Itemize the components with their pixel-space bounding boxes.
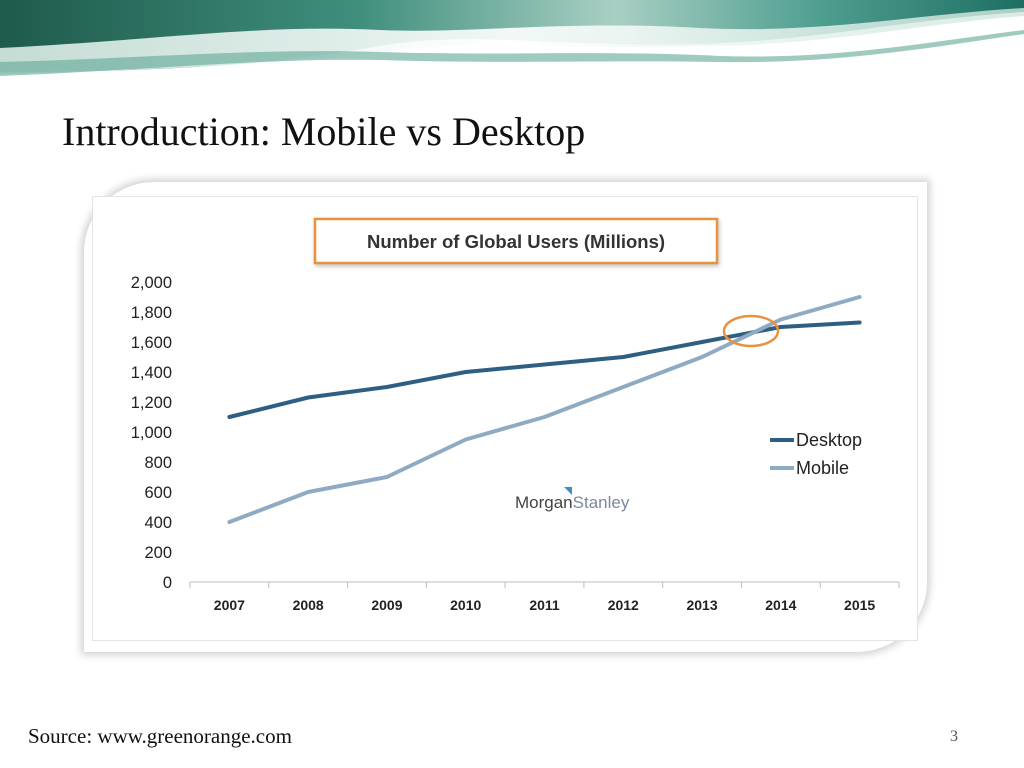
x-tick-label: 2014 xyxy=(765,597,796,613)
x-tick-label: 2013 xyxy=(686,597,717,613)
legend-label-desktop: Desktop xyxy=(796,430,862,450)
x-tick-label: 2008 xyxy=(293,597,324,613)
y-tick-label: 200 xyxy=(144,544,172,562)
y-tick-label: 2,000 xyxy=(131,274,172,292)
x-tick-label: 2009 xyxy=(371,597,402,613)
slide-title: Introduction: Mobile vs Desktop xyxy=(62,109,586,154)
y-tick-label: 800 xyxy=(144,454,172,472)
svg-text:MorganStanley: MorganStanley xyxy=(515,493,630,512)
x-tick-label: 2007 xyxy=(214,597,245,613)
y-tick-label: 1,600 xyxy=(131,334,172,352)
slide-number: 3 xyxy=(950,728,958,745)
legend-label-mobile: Mobile xyxy=(796,458,849,478)
header-wave-banner xyxy=(0,0,1024,76)
y-tick-label: 600 xyxy=(144,484,172,502)
series-line-desktop xyxy=(227,320,862,419)
y-tick-label: 1,000 xyxy=(131,424,172,442)
y-tick-label: 1,200 xyxy=(131,394,172,412)
x-tick-label: 2012 xyxy=(608,597,639,613)
logo-mark-icon xyxy=(564,487,572,495)
y-tick-label: 0 xyxy=(163,574,172,592)
y-tick-label: 400 xyxy=(144,514,172,532)
series-line-mobile xyxy=(227,295,862,524)
crossover-highlight-circle xyxy=(722,314,780,348)
y-tick-label: 1,400 xyxy=(131,364,172,382)
y-tick-label: 1,800 xyxy=(131,304,172,322)
chart-title-box: Number of Global Users (Millions) xyxy=(313,217,719,265)
source-citation: Source: www.greenorange.com xyxy=(28,724,292,748)
morgan-stanley-logo: MorganStanley xyxy=(515,487,630,512)
line-chart: Number of Global Users (Millions) 0 200 40… xyxy=(131,217,900,613)
x-tick-label: 2010 xyxy=(450,597,481,613)
x-tick-label: 2015 xyxy=(844,597,875,613)
logo-text-morgan: Morgan xyxy=(515,493,573,512)
x-tick-label: 2011 xyxy=(529,597,560,613)
chart-title: Number of Global Users (Millions) xyxy=(367,231,665,252)
logo-text-stanley: Stanley xyxy=(573,493,630,512)
chart-frame: Number of Global Users (Millions) 0 200 40… xyxy=(84,182,927,652)
